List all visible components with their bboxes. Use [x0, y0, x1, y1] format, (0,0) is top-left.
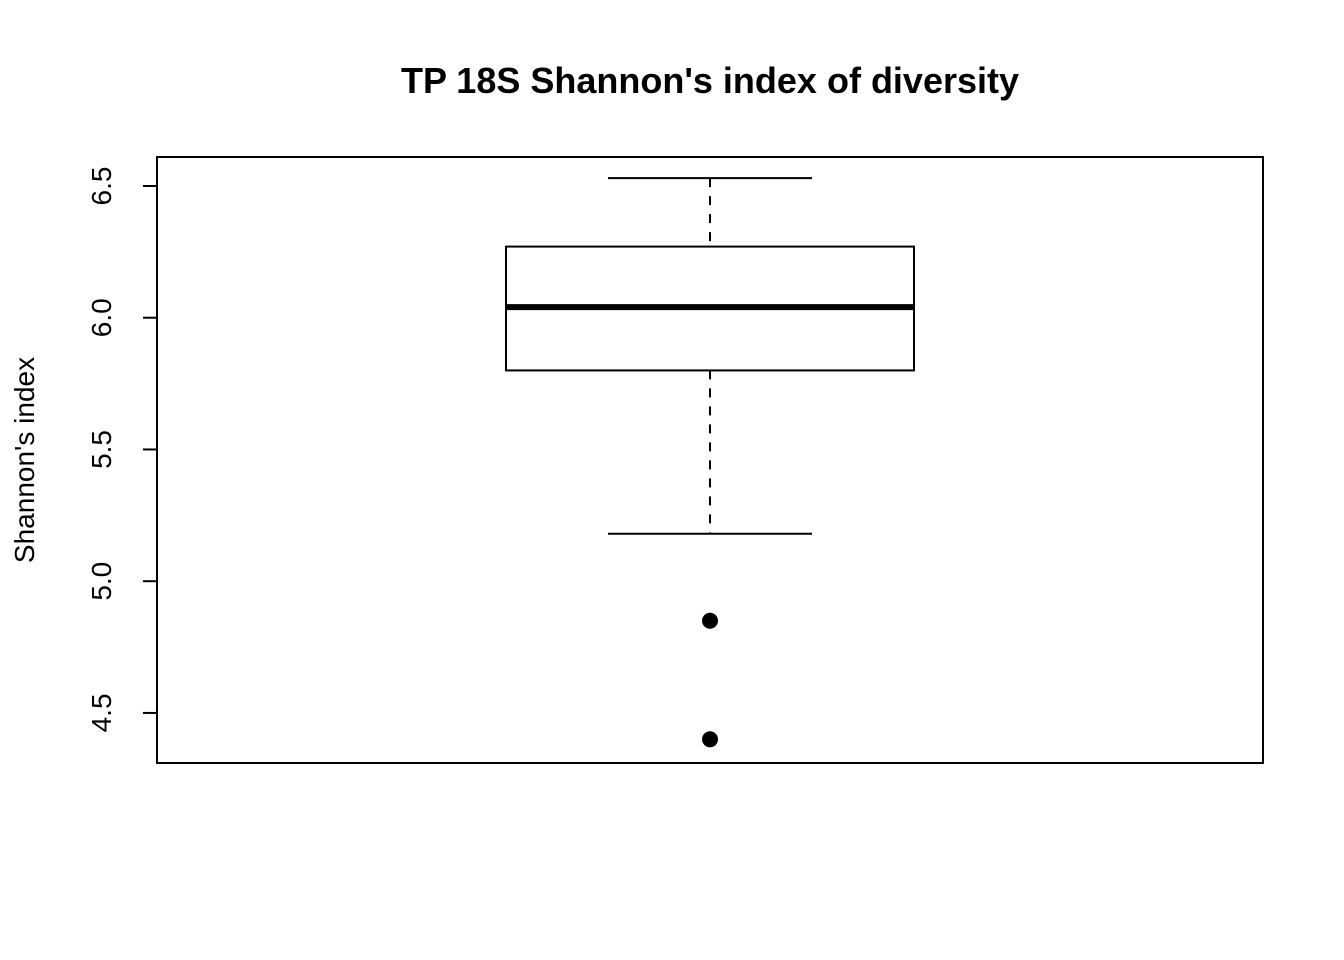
y-axis-label: Shannon's index [9, 357, 40, 563]
y-tick-label: 6.0 [86, 298, 117, 337]
y-tick-label: 5.0 [86, 562, 117, 601]
y-tick-label: 6.5 [86, 167, 117, 206]
chart-title: TP 18S Shannon's index of diversity [401, 60, 1019, 101]
outlier-point [702, 612, 718, 629]
boxplot-group [505, 177, 915, 748]
outlier-point [702, 731, 718, 748]
y-tick-label: 5.5 [86, 430, 117, 469]
y-axis: 4.5 5.0 5.5 6.0 6.5 [86, 167, 158, 732]
y-tick-label: 4.5 [86, 693, 117, 732]
